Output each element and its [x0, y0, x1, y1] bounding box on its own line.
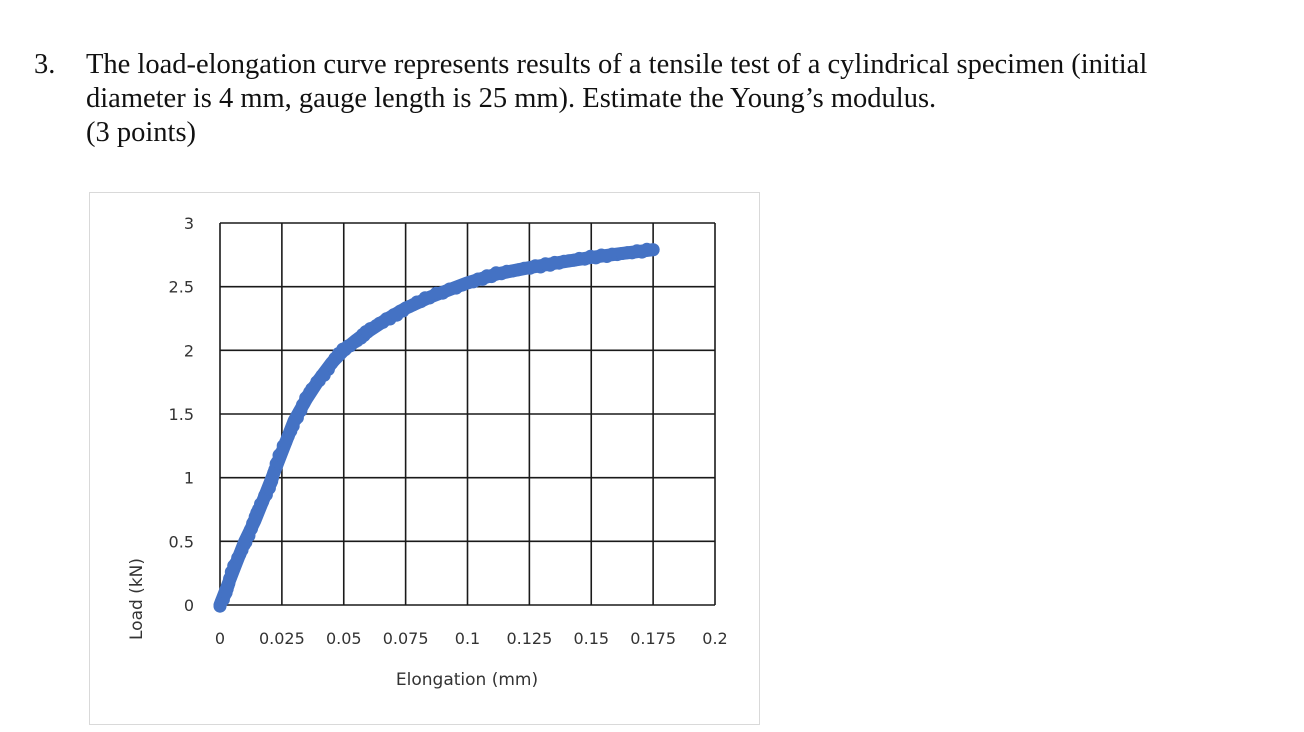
question-line-1: The load-elongation curve represents res… [86, 49, 1148, 80]
y-tick-label: 0.5 [169, 532, 194, 551]
y-tick-label: 1.5 [169, 405, 194, 424]
y-tick-label: 2.5 [169, 278, 194, 297]
load-elongation-chart: 0 0.5 1 1.5 2 2.5 3 0 0.025 0.05 0.075 0.1 0.125 0.1… [127, 214, 728, 690]
x-tick-label: 0.025 [259, 629, 305, 648]
y-tick-label: 0 [184, 596, 194, 615]
x-tick-label: 0.1 [455, 629, 480, 648]
x-axis-label: Elongation (mm) [396, 670, 538, 690]
x-tick-label: 0.15 [573, 629, 609, 648]
chart-container: 0 0.5 1 1.5 2 2.5 3 0 0.025 0.05 0.075 0.1 0.125 0.1… [89, 192, 760, 725]
x-tick-label: 0 [215, 629, 225, 648]
y-tick-label: 1 [184, 469, 194, 488]
y-axis-label: Load (kN) [127, 558, 147, 640]
x-tick-label: 0.2 [702, 629, 727, 648]
series-line [213, 243, 660, 612]
question-points: (3 points) [86, 117, 197, 148]
question-line-2: diameter is 4 mm, gauge length is 25 mm)… [86, 83, 937, 114]
data-series [213, 242, 660, 613]
x-axis-ticks: 0 0.025 0.05 0.075 0.1 0.125 0.15 0.175 0.2 [215, 629, 728, 648]
x-tick-label: 0.075 [383, 629, 429, 648]
y-axis-ticks: 0 0.5 1 1.5 2 2.5 3 [169, 214, 194, 615]
question-body: The load-elongation curve represents res… [86, 48, 1296, 150]
y-tick-label: 2 [184, 341, 194, 360]
x-tick-label: 0.125 [506, 629, 552, 648]
y-tick-label: 3 [184, 214, 194, 233]
x-tick-label: 0.05 [326, 629, 362, 648]
question-number: 3. [34, 49, 56, 80]
data-point [646, 243, 660, 257]
x-tick-label: 0.175 [630, 629, 676, 648]
